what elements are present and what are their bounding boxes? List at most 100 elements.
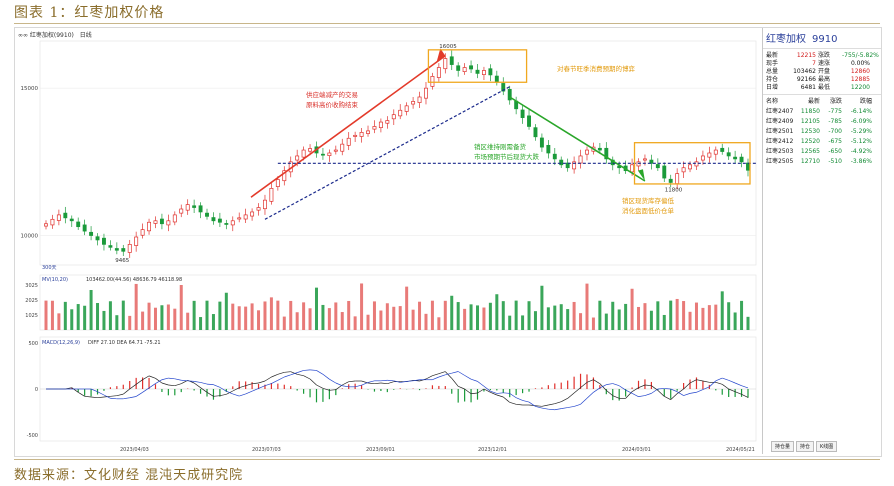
macd-diff-line <box>567 392 575 399</box>
candle-body <box>726 152 731 157</box>
macd-dea-line <box>651 388 659 394</box>
macd-dea-line <box>728 379 736 384</box>
macd-diff-line <box>387 381 394 385</box>
annotation-festival-demand: 对春节旺季消费预期的博弈 <box>557 64 636 73</box>
uptrend-arrow-head <box>436 48 446 64</box>
tab-kline[interactable]: K线图 <box>816 441 838 452</box>
macd-dea-line <box>709 380 717 388</box>
macd-dea-line <box>554 408 562 411</box>
macd-dea-line <box>490 390 497 394</box>
volume-bar <box>179 284 183 330</box>
consolidation-box-bottom <box>633 142 751 185</box>
tab-position[interactable]: 持仓 <box>796 441 815 452</box>
volume-bar <box>166 304 170 330</box>
candle-body <box>449 56 454 65</box>
macd-diff-line <box>239 385 246 389</box>
macd-dea-line <box>548 408 555 411</box>
volume-bar <box>199 317 203 330</box>
candle-body <box>95 236 100 241</box>
volume-bar <box>675 298 679 330</box>
volume-bar <box>521 315 525 330</box>
macd-diff-line <box>471 392 478 395</box>
volume-bar <box>96 303 100 330</box>
macd-diff-line <box>110 395 117 397</box>
candle-body <box>585 149 589 155</box>
table-row[interactable]: 红枣2503 12565 -650 -4.92% <box>766 148 872 155</box>
macd-diff-line <box>702 380 710 383</box>
candle-body <box>353 134 358 137</box>
macd-diff-line <box>123 388 130 395</box>
macd-dea-line <box>342 385 349 388</box>
volume-bar <box>231 303 235 330</box>
macd-diff-line <box>464 388 472 395</box>
symbol-label[interactable]: ∞∞ 红枣加权(9910) <box>18 32 74 39</box>
candlestick-chart[interactable]: 15000 10000 16005 9465 11800 300天 供应端减产的交易原料高价… <box>14 27 762 455</box>
volume-bar <box>89 289 93 330</box>
candle-body <box>44 223 48 227</box>
volume-bar <box>244 306 248 330</box>
volume-bar <box>591 317 595 330</box>
candle-body <box>301 149 306 158</box>
macd-diff-line <box>535 405 542 407</box>
quote-title: 红枣加权 9910 <box>763 28 881 49</box>
macd-diff-line <box>438 371 446 374</box>
macd-diff-line <box>490 392 497 396</box>
volume-bar <box>682 301 686 330</box>
volume-bar <box>727 302 731 330</box>
volume-bar <box>366 314 370 330</box>
volume-bar <box>141 311 145 330</box>
macd-diff-line <box>277 371 285 375</box>
volume-bar <box>353 316 357 330</box>
macd-dea-line <box>561 407 568 409</box>
quote-panel: 红枣加权 9910 最新 12215 涨跌 -755/-5.82% 现手 7 速涨 0.0… <box>762 28 881 454</box>
volume-bar <box>740 300 744 330</box>
macd-dea-line <box>400 381 407 383</box>
macd-legend-values: DIFF 27.10 DEA 64.71 -75.21 <box>88 340 161 346</box>
candle-body <box>198 205 203 213</box>
table-row[interactable]: 红枣2412 12520 -675 -5.12% <box>766 138 872 145</box>
macd-dea-line <box>657 388 665 390</box>
macd-dea-line <box>573 403 581 407</box>
macd-dea-line <box>206 383 214 385</box>
table-row[interactable]: 红枣2409 12105 -785 -6.09% <box>766 118 872 125</box>
volume-bar <box>450 295 454 330</box>
volume-bar <box>540 285 544 330</box>
low-price-label: 9465 <box>115 258 129 264</box>
macd-dea-line <box>303 369 311 371</box>
macd-dea-line <box>509 393 517 399</box>
macd-dea-line <box>599 384 607 389</box>
candle-body <box>462 67 467 73</box>
macd-diff-line <box>335 384 343 390</box>
macd-dea-line <box>734 382 742 387</box>
volume-bar <box>430 300 434 330</box>
volume-bar <box>263 301 267 330</box>
candle-body <box>224 223 229 225</box>
candle-body <box>707 152 712 158</box>
volume-bar <box>76 304 80 330</box>
macd-diff-line <box>734 391 742 395</box>
volume-bar <box>83 305 87 330</box>
volume-bar <box>44 300 48 330</box>
table-row[interactable]: 红枣2407 11850 -775 -6.14% <box>766 108 872 115</box>
volume-bar <box>533 311 537 330</box>
candle-body <box>700 155 705 161</box>
candle-body <box>520 109 525 118</box>
candle-body <box>275 179 280 187</box>
candle-body <box>443 58 448 70</box>
macd-dea-line <box>445 372 452 376</box>
tab-open-interest[interactable]: 持仓量 <box>771 441 795 452</box>
candle-body <box>121 248 126 252</box>
candle-body <box>211 217 216 222</box>
candle-body <box>359 132 364 137</box>
candle-body <box>269 188 274 202</box>
macd-dea-line <box>393 380 401 383</box>
macd-diff-line <box>174 383 182 387</box>
downtrend-arrow-head <box>637 169 645 181</box>
mid-low-price-label: 11800 <box>665 187 683 193</box>
table-row[interactable]: 红枣2501 12530 -700 -5.29% <box>766 128 872 135</box>
macd-diff-line <box>271 374 278 378</box>
period-selector[interactable]: 日线 <box>79 32 92 39</box>
candle-body <box>539 137 544 148</box>
macd-dea-line <box>155 379 163 384</box>
table-row[interactable]: 红枣2505 12710 -510 -3.86% <box>766 158 872 165</box>
